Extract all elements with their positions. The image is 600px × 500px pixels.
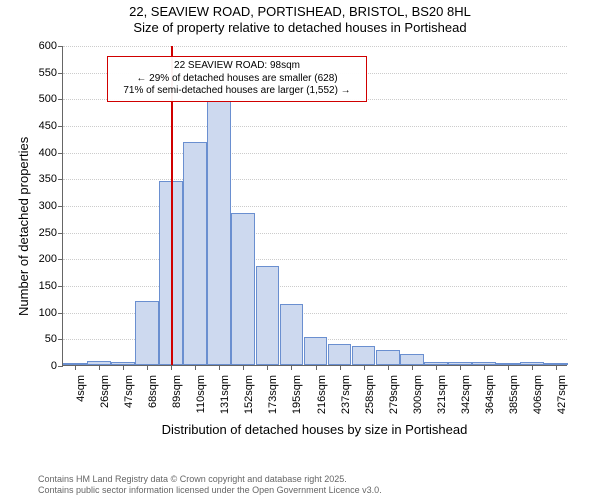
x-tick-label: 4sqm (75, 373, 87, 402)
x-tick-label: 279sqm (388, 373, 400, 414)
x-tick-mark (532, 365, 533, 370)
y-tick-label: 450 (39, 120, 63, 132)
y-tick-label: 550 (39, 67, 63, 79)
histogram-bar (183, 142, 207, 365)
histogram-bar (328, 344, 352, 365)
histogram-bar (280, 304, 304, 365)
x-tick-mark (364, 365, 365, 370)
x-tick-mark (243, 365, 244, 370)
x-tick-label: 47sqm (123, 373, 135, 408)
y-tick-label: 400 (39, 147, 63, 159)
x-tick-mark (123, 365, 124, 370)
histogram-bar (352, 346, 376, 365)
title-line-1: 22, SEAVIEW ROAD, PORTISHEAD, BRISTOL, B… (0, 4, 600, 20)
y-tick-label: 350 (39, 173, 63, 185)
x-tick-label: 131sqm (219, 373, 231, 414)
x-tick-label: 258sqm (364, 373, 376, 414)
annotation-line: 22 SEAVIEW ROAD: 98sqm (114, 60, 360, 73)
chart-area: 0 50 100 150 200 250 300 350 400 450 500 550 600 4sqm… (0, 40, 600, 440)
y-tick-label: 250 (39, 227, 63, 239)
annotation-line: ← 29% of detached houses are smaller (62… (114, 73, 360, 86)
x-tick-mark (484, 365, 485, 370)
grid-line (63, 153, 567, 154)
y-tick-label: 600 (39, 40, 63, 52)
y-tick-label: 200 (39, 253, 63, 265)
x-axis-label: Distribution of detached houses by size … (62, 422, 567, 437)
x-tick-mark (460, 365, 461, 370)
x-tick-mark (556, 365, 557, 370)
x-tick-label: 173sqm (267, 373, 279, 414)
x-tick-mark (508, 365, 509, 370)
grid-line (63, 259, 567, 260)
title-block: 22, SEAVIEW ROAD, PORTISHEAD, BRISTOL, B… (0, 0, 600, 35)
x-tick-label: 364sqm (484, 373, 496, 414)
x-tick-mark (171, 365, 172, 370)
grid-line (63, 46, 567, 47)
x-tick-mark (412, 365, 413, 370)
x-tick-mark (316, 365, 317, 370)
y-axis-label: Number of detached properties (16, 137, 31, 316)
x-tick-mark (388, 365, 389, 370)
grid-line (63, 286, 567, 287)
histogram-bar (376, 350, 400, 365)
title-line-2: Size of property relative to detached ho… (0, 20, 600, 36)
credits-line-2: Contains public sector information licen… (38, 485, 382, 496)
x-tick-label: 89sqm (171, 373, 183, 408)
x-tick-label: 406sqm (532, 373, 544, 414)
x-tick-label: 300sqm (412, 373, 424, 414)
x-tick-mark (195, 365, 196, 370)
x-tick-label: 321sqm (436, 373, 448, 414)
histogram-bar (304, 337, 328, 365)
x-tick-mark (219, 365, 220, 370)
x-tick-label: 110sqm (195, 373, 207, 413)
grid-line (63, 233, 567, 234)
y-tick-label: 300 (39, 200, 63, 212)
x-tick-mark (99, 365, 100, 370)
histogram-bar (135, 301, 159, 365)
y-tick-label: 100 (39, 307, 63, 319)
x-tick-label: 237sqm (340, 373, 352, 414)
annotation-box: 22 SEAVIEW ROAD: 98sqm← 29% of detached … (107, 56, 367, 102)
x-tick-label: 26sqm (99, 373, 111, 408)
x-tick-label: 152sqm (243, 373, 255, 414)
histogram-bar (231, 213, 255, 365)
y-tick-label: 0 (51, 360, 63, 372)
y-tick-label: 150 (39, 280, 63, 292)
x-tick-mark (267, 365, 268, 370)
grid-line (63, 206, 567, 207)
y-tick-label: 50 (45, 333, 63, 345)
x-tick-label: 427sqm (556, 373, 568, 414)
x-tick-label: 342sqm (460, 373, 472, 414)
x-tick-label: 385sqm (508, 373, 520, 414)
grid-line (63, 179, 567, 180)
grid-line (63, 126, 567, 127)
histogram-bar (207, 101, 231, 365)
annotation-line: 71% of semi-detached houses are larger (… (114, 85, 360, 98)
x-tick-mark (436, 365, 437, 370)
x-tick-mark (291, 365, 292, 370)
chart-container: 22, SEAVIEW ROAD, PORTISHEAD, BRISTOL, B… (0, 0, 600, 500)
x-tick-mark (147, 365, 148, 370)
x-tick-mark (75, 365, 76, 370)
credits-line-1: Contains HM Land Registry data © Crown c… (38, 474, 382, 485)
y-tick-label: 500 (39, 93, 63, 105)
x-tick-mark (340, 365, 341, 370)
plot-area: 0501001502002503003504004505005506004sqm… (62, 46, 567, 366)
x-tick-label: 195sqm (291, 373, 303, 414)
x-tick-label: 68sqm (147, 373, 159, 408)
x-tick-label: 216sqm (316, 373, 328, 414)
credits-block: Contains HM Land Registry data © Crown c… (38, 474, 382, 497)
histogram-bar (256, 266, 280, 365)
histogram-bar (400, 354, 424, 365)
